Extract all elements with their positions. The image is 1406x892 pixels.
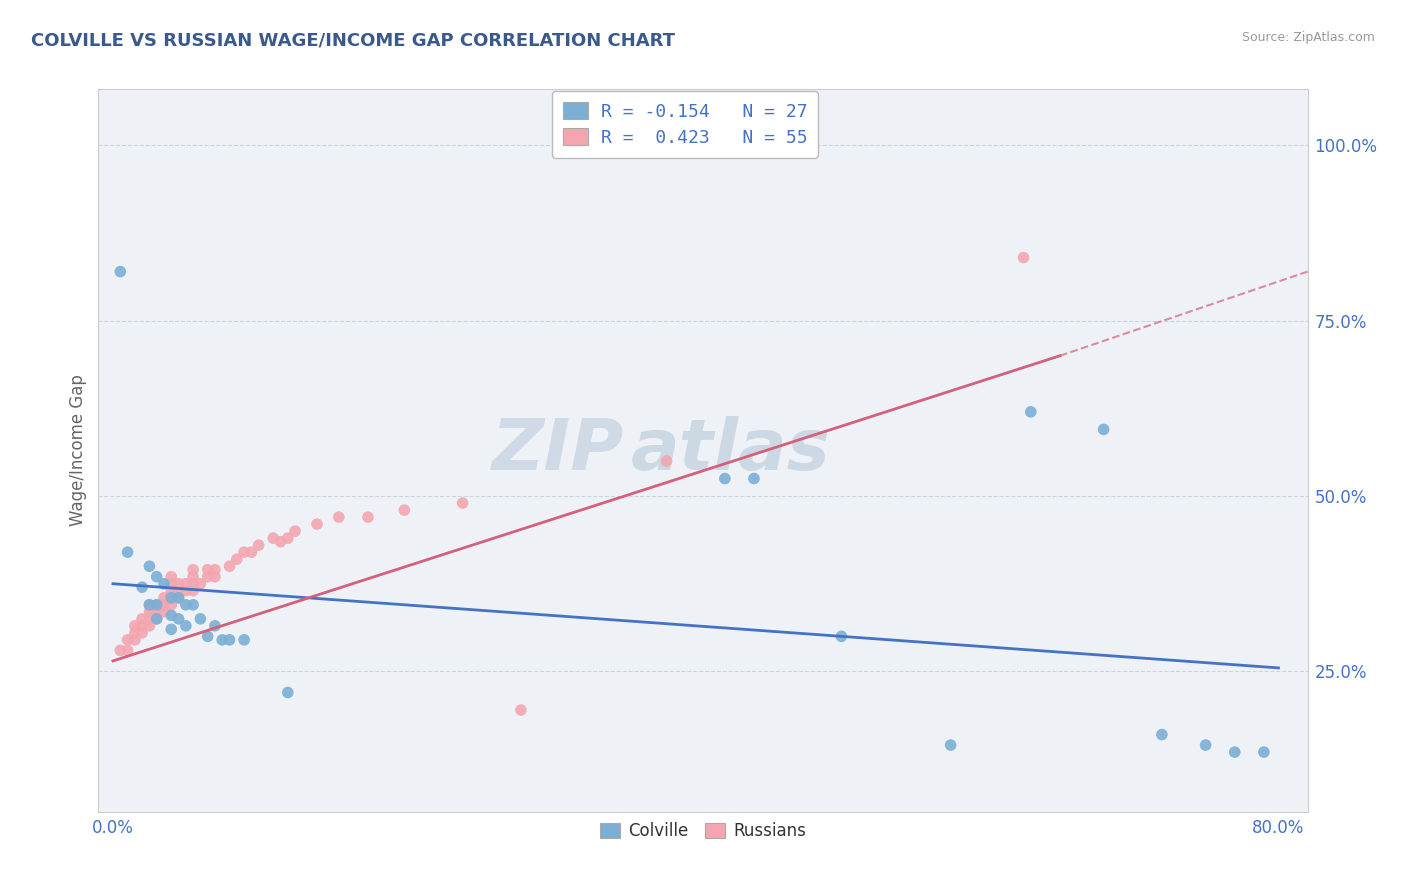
- Text: ZIP: ZIP: [492, 416, 624, 485]
- Point: [167, 591, 190, 605]
- Text: COLVILLE VS RUSSIAN WAGE/INCOME GAP CORRELATION CHART: COLVILLE VS RUSSIAN WAGE/INCOME GAP CORR…: [31, 31, 675, 49]
- Point: [153, 605, 176, 619]
- Point: [714, 471, 737, 485]
- Point: [124, 632, 146, 647]
- Point: [145, 605, 167, 619]
- Point: [138, 619, 160, 633]
- Point: [167, 576, 190, 591]
- Point: [1253, 745, 1275, 759]
- Point: [145, 612, 167, 626]
- Point: [204, 563, 226, 577]
- Point: [160, 591, 183, 605]
- Text: atlas: atlas: [630, 416, 830, 485]
- Point: [160, 583, 183, 598]
- Point: [218, 559, 240, 574]
- Point: [131, 619, 153, 633]
- Point: [117, 643, 139, 657]
- Point: [174, 598, 197, 612]
- Point: [225, 552, 247, 566]
- Point: [328, 510, 350, 524]
- Point: [1150, 727, 1173, 741]
- Point: [145, 612, 167, 626]
- Point: [131, 580, 153, 594]
- Point: [174, 583, 197, 598]
- Point: [181, 583, 204, 598]
- Point: [153, 576, 176, 591]
- Point: [262, 531, 284, 545]
- Point: [270, 534, 292, 549]
- Point: [357, 510, 380, 524]
- Point: [233, 545, 256, 559]
- Point: [247, 538, 270, 552]
- Point: [160, 591, 183, 605]
- Point: [138, 612, 160, 626]
- Point: [131, 612, 153, 626]
- Point: [138, 605, 160, 619]
- Point: [451, 496, 474, 510]
- Point: [110, 643, 132, 657]
- Point: [830, 629, 852, 643]
- Point: [394, 503, 416, 517]
- Point: [138, 559, 160, 574]
- Point: [305, 517, 328, 532]
- Point: [117, 545, 139, 559]
- Point: [939, 738, 962, 752]
- Point: [1092, 422, 1115, 436]
- Point: [277, 531, 299, 545]
- Point: [160, 608, 183, 623]
- Point: [117, 632, 139, 647]
- Point: [742, 471, 765, 485]
- Point: [204, 619, 226, 633]
- Point: [1012, 251, 1035, 265]
- Point: [1194, 738, 1216, 752]
- Point: [124, 619, 146, 633]
- Point: [167, 612, 190, 626]
- Point: [240, 545, 263, 559]
- Point: [181, 570, 204, 584]
- Point: [655, 454, 678, 468]
- Point: [190, 576, 212, 591]
- Point: [197, 629, 219, 643]
- Point: [284, 524, 307, 538]
- Point: [174, 576, 197, 591]
- Point: [160, 570, 183, 584]
- Point: [153, 598, 176, 612]
- Point: [167, 591, 190, 605]
- Point: [509, 703, 531, 717]
- Point: [218, 632, 240, 647]
- Point: [181, 563, 204, 577]
- Point: [145, 598, 167, 612]
- Point: [181, 598, 204, 612]
- Point: [160, 598, 183, 612]
- Point: [190, 612, 212, 626]
- Point: [153, 591, 176, 605]
- Point: [124, 625, 146, 640]
- Point: [145, 570, 167, 584]
- Point: [160, 576, 183, 591]
- Point: [131, 625, 153, 640]
- Point: [167, 583, 190, 598]
- Point: [145, 598, 167, 612]
- Point: [277, 685, 299, 699]
- Point: [233, 632, 256, 647]
- Text: Source: ZipAtlas.com: Source: ZipAtlas.com: [1241, 31, 1375, 45]
- Point: [138, 598, 160, 612]
- Point: [110, 264, 132, 278]
- Point: [1019, 405, 1042, 419]
- Point: [181, 576, 204, 591]
- Point: [211, 632, 233, 647]
- Point: [197, 563, 219, 577]
- Point: [174, 619, 197, 633]
- Point: [197, 570, 219, 584]
- Point: [1223, 745, 1246, 759]
- Y-axis label: Wage/Income Gap: Wage/Income Gap: [69, 375, 87, 526]
- Legend: R = -0.154   N = 27, R =  0.423   N = 55: R = -0.154 N = 27, R = 0.423 N = 55: [551, 91, 818, 158]
- Point: [160, 623, 183, 637]
- Point: [204, 570, 226, 584]
- Point: [138, 598, 160, 612]
